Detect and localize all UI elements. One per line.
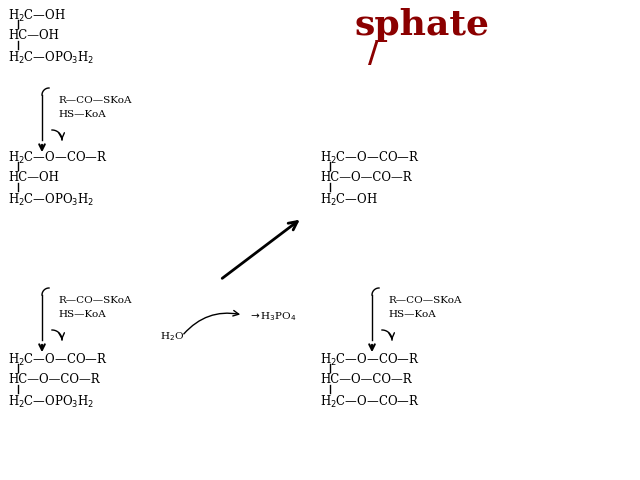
Text: HC—OH: HC—OH — [8, 171, 59, 184]
Text: H$_2$C—OH: H$_2$C—OH — [320, 192, 378, 208]
Text: /: / — [368, 42, 378, 69]
Text: H$_2$C—OH: H$_2$C—OH — [8, 8, 66, 24]
Text: HC—O—CO—R: HC—O—CO—R — [8, 373, 100, 386]
Text: HS—KoA: HS—KoA — [58, 110, 106, 119]
Text: sphate: sphate — [355, 8, 490, 42]
Text: H$_2$C—O—CO—R: H$_2$C—O—CO—R — [8, 352, 108, 368]
Text: H$_2$C—OPO$_3$H$_2$: H$_2$C—OPO$_3$H$_2$ — [8, 50, 94, 66]
Text: HS—KoA: HS—KoA — [58, 310, 106, 319]
Text: HS—KoA: HS—KoA — [388, 310, 436, 319]
Text: HC—O—CO—R: HC—O—CO—R — [320, 373, 412, 386]
Text: H$_2$C—OPO$_3$H$_2$: H$_2$C—OPO$_3$H$_2$ — [8, 192, 94, 208]
Text: H$_2$O: H$_2$O — [160, 330, 184, 343]
Text: R—CO—SKoA: R—CO—SKoA — [388, 296, 461, 305]
Text: $\rightarrow$H$_3$PO$_4$: $\rightarrow$H$_3$PO$_4$ — [248, 310, 296, 323]
Text: R—CO—SKoA: R—CO—SKoA — [58, 96, 131, 105]
Text: HC—OH: HC—OH — [8, 29, 59, 42]
Text: R—CO—SKoA: R—CO—SKoA — [58, 296, 131, 305]
Text: H$_2$C—O—CO—R: H$_2$C—O—CO—R — [320, 394, 420, 410]
Text: H$_2$C—O—CO—R: H$_2$C—O—CO—R — [320, 352, 420, 368]
Text: H$_2$C—O—CO—R: H$_2$C—O—CO—R — [8, 150, 108, 166]
Text: HC—O—CO—R: HC—O—CO—R — [320, 171, 412, 184]
Text: H$_2$C—OPO$_3$H$_2$: H$_2$C—OPO$_3$H$_2$ — [8, 394, 94, 410]
Text: H$_2$C—O—CO—R: H$_2$C—O—CO—R — [320, 150, 420, 166]
